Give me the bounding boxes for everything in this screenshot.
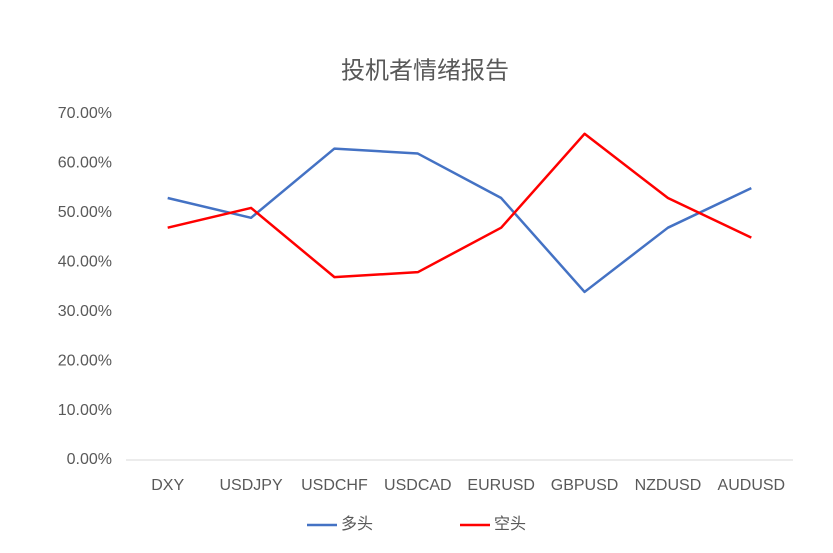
x-tick-label: USDJPY <box>220 477 283 494</box>
x-tick-label: USDCAD <box>384 477 452 494</box>
y-tick-label: 60.00% <box>58 155 112 172</box>
y-tick-label: 30.00% <box>58 303 112 320</box>
chart-title: 投机者情绪报告 <box>341 57 509 84</box>
legend-label: 空头 <box>494 515 526 533</box>
x-tick-label: NZDUSD <box>635 477 702 494</box>
x-tick-label: EURUSD <box>467 477 535 494</box>
x-tick-label: AUDUSD <box>718 477 786 494</box>
y-tick-label: 70.00% <box>58 105 112 122</box>
y-tick-label: 20.00% <box>58 352 112 369</box>
y-tick-label: 40.00% <box>58 254 112 271</box>
legend-label: 多头 <box>341 515 373 533</box>
x-tick-label: DXY <box>151 477 184 494</box>
series-line <box>167 147 752 294</box>
x-tick-label: USDCHF <box>301 477 368 494</box>
y-tick-label: 10.00% <box>58 402 112 419</box>
y-tick-label: 0.00% <box>67 451 112 468</box>
y-tick-label: 50.00% <box>58 204 112 221</box>
x-tick-label: GBPUSD <box>551 477 619 494</box>
series-line <box>167 132 752 279</box>
